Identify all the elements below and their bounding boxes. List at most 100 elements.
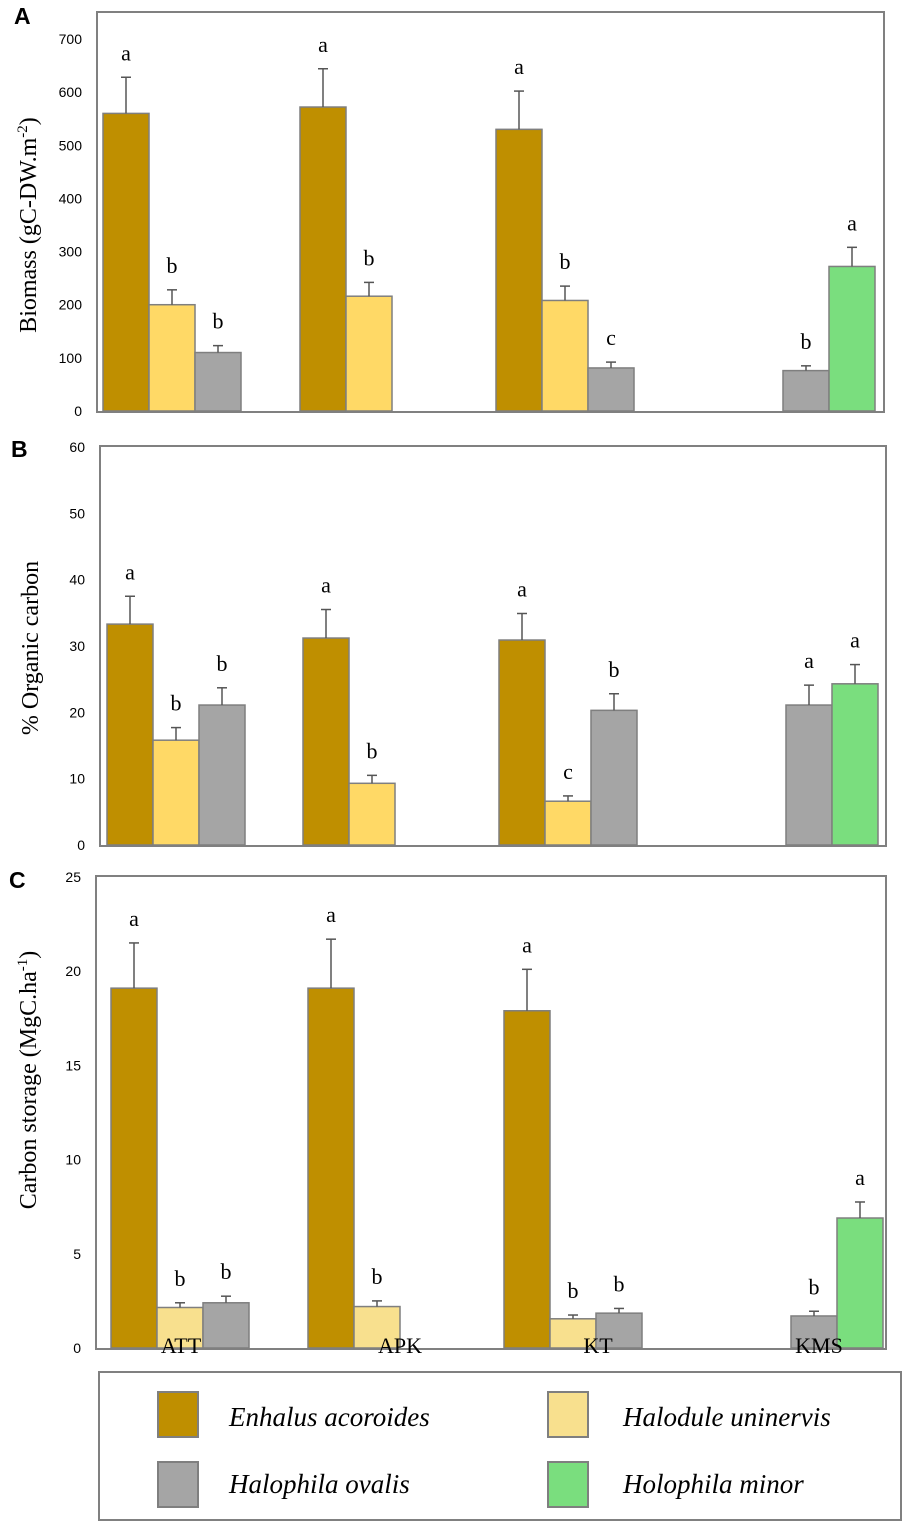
error-bar-kt-halophila-ovalis [614,1307,624,1314]
error-bar-kms-halophila-ovalis [804,684,814,706]
error-bar-kt-halophila-ovalis [606,361,616,368]
y-tick-label: 500 [59,137,83,153]
bar-kt-halodule-uninervis [544,800,592,846]
y-tick-label: 20 [65,963,81,979]
plot-frame-a [96,11,885,413]
bar-kms-holophila-minor [836,1217,884,1349]
bar-kt-enhalus-acoroides [495,128,543,412]
bar-att-enhalus-acoroides [102,112,150,412]
bar-kt-halophila-ovalis [595,1312,643,1349]
error-bar-att-halophila-ovalis [217,687,227,706]
significance-letter-att-halophila-ovalis: b [217,651,228,676]
y-tick-label: 40 [69,572,85,588]
x-tick-label-apk: APK [378,1333,422,1358]
significance-letter-kt-enhalus-acoroides: a [522,932,532,957]
y-tick-label: 0 [74,403,82,419]
y-tick-label: 200 [59,297,83,313]
significance-letter-kms-halophila-ovalis: a [804,648,814,673]
error-bar-att-halophila-ovalis [213,344,223,353]
significance-letter-kt-halophila-ovalis: b [609,657,620,682]
x-axis-categories: ATT APK KT KMS [161,1333,843,1358]
error-bar-kt-enhalus-acoroides [514,90,524,130]
legend-item-halodule: Halodule uninervis [547,1391,831,1438]
bar-att-enhalus-acoroides [106,623,154,846]
legend-label-holophila-minor: Holophila minor [622,1469,804,1499]
significance-letter-kt-halodule-uninervis: b [560,249,571,274]
error-bar-att-halodule-uninervis [167,289,177,305]
legend-frame [98,1371,902,1521]
error-bar-kt-enhalus-acoroides [522,968,532,1011]
y-tick-label: 50 [69,505,85,521]
y-tick-label: 0 [77,837,85,853]
y-tick-label: 20 [69,704,85,720]
y-tick-label: 100 [59,350,83,366]
panel-letter-c: C [9,867,26,893]
panel-letter-a: A [14,3,31,29]
legend-item-holophila-minor: Holophila minor [547,1461,804,1508]
x-tick-label-att: ATT [161,1333,202,1358]
legend-label-halophila-ovalis: Halophila ovalis [228,1469,410,1499]
bar-att-halophila-ovalis [202,1302,250,1349]
error-bar-att-enhalus-acoroides [129,942,139,989]
significance-letter-apk-halodule-uninervis: b [372,1264,383,1289]
significance-letter-att-halophila-ovalis: b [221,1259,232,1284]
y-tick-label: 10 [69,771,85,787]
significance-letter-apk-halodule-uninervis: b [364,245,375,270]
error-bar-kt-enhalus-acoroides [517,612,527,641]
significance-letter-kt-enhalus-acoroides: a [514,54,524,79]
bar-apk-halodule-uninervis [348,782,396,846]
bar-apk-enhalus-acoroides [307,987,355,1349]
significance-letter-kt-halodule-uninervis: c [563,759,573,784]
error-bar-att-enhalus-acoroides [121,76,131,114]
error-bar-kt-halodule-uninervis [568,1314,578,1319]
significance-letter-kms-holophila-minor: a [850,628,860,653]
error-bar-att-halodule-uninervis [175,1302,185,1308]
y-tick-label: 25 [65,869,81,885]
x-tick-label-kt: KT [583,1333,613,1358]
bar-kt-halodule-uninervis [541,299,589,412]
legend-item-halophila-ovalis: Halophila ovalis [157,1461,410,1508]
bar-kms-halophila-ovalis [782,369,830,412]
panel-a: A 0 100 200 300 400 500 600 700 Biomass (gC-DW.m-… [14,3,885,419]
error-bar-kt-halodule-uninervis [560,285,570,301]
y-tick-label: 700 [59,31,83,47]
legend-label-halodule: Halodule uninervis [622,1402,831,1432]
legend-swatch-halodule [547,1391,589,1438]
bar-att-halodule-uninervis [156,1306,204,1349]
error-bar-kt-halophila-ovalis [609,693,619,711]
panel-b: B 0 10 20 30 40 50 60 % Organic carbon a b b a b a c b a a [11,436,887,853]
error-bar-att-enhalus-acoroides [125,595,135,625]
error-bar-apk-enhalus-acoroides [318,68,328,108]
significance-letter-att-enhalus-acoroides: a [125,559,135,584]
significance-letter-kt-enhalus-acoroides: a [517,576,527,601]
error-bar-kms-holophila-minor [847,246,857,267]
bar-apk-enhalus-acoroides [302,637,350,846]
significance-letter-kms-holophila-minor: a [855,1165,865,1190]
error-bar-apk-enhalus-acoroides [321,608,331,639]
y-axis-label-c: Carbon storage (MgC.ha-1) [15,951,42,1209]
error-bar-apk-halodule-uninervis [364,281,374,297]
bar-kms-holophila-minor [831,683,879,846]
y-axis-label-a: Biomass (gC-DW.m-2) [15,117,42,333]
error-bar-apk-enhalus-acoroides [326,938,336,989]
error-bar-att-halophila-ovalis [221,1295,231,1303]
panel-letter-b: B [11,436,28,462]
y-tick-label: 60 [69,439,85,455]
significance-letter-apk-enhalus-acoroides: a [318,32,328,57]
significance-letter-kt-halophila-ovalis: b [614,1271,625,1296]
legend-label-enhalus: Enhalus acoroides [228,1402,430,1432]
legend-item-enhalus: Enhalus acoroides [157,1391,430,1438]
y-tick-label: 30 [69,638,85,654]
significance-letter-kt-halodule-uninervis: b [568,1278,579,1303]
significance-letter-apk-halodule-uninervis: b [367,738,378,763]
significance-letter-att-halophila-ovalis: b [213,309,224,334]
significance-letter-kms-halophila-ovalis: b [809,1274,820,1299]
error-bar-apk-halodule-uninervis [367,774,377,784]
bar-kms-halophila-ovalis [790,1315,838,1349]
bar-att-halophila-ovalis [194,351,242,412]
legend: Enhalus acoroides Halodule uninervis Hal… [98,1371,902,1521]
y-tick-label: 15 [65,1057,81,1073]
error-bar-kms-halophila-ovalis [801,365,811,371]
